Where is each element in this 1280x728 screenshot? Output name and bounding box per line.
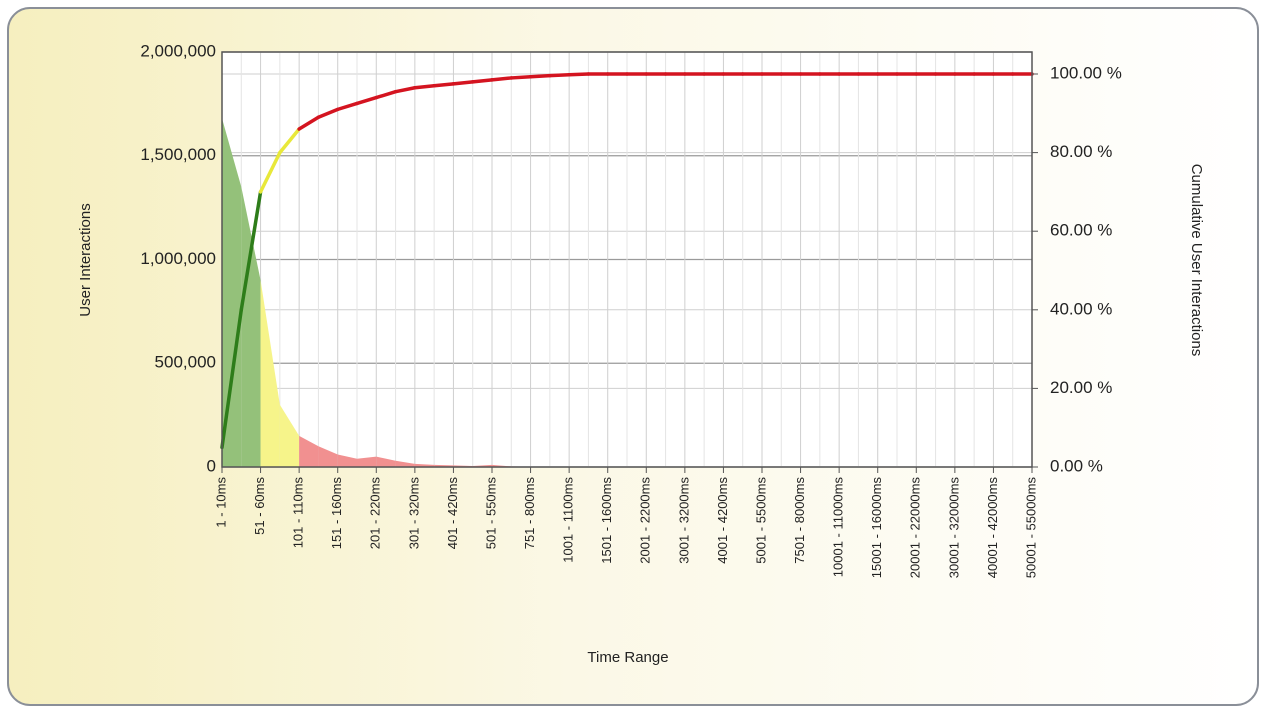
- x-tick-label: 201 - 220ms: [368, 477, 383, 550]
- y2-tick-label: 20.00 %: [1050, 378, 1112, 397]
- x-axis-label: Time Range: [587, 649, 668, 666]
- x-tick-label: 501 - 550ms: [483, 477, 498, 550]
- x-tick-label: 1001 - 1100ms: [561, 477, 576, 563]
- x-tick-label: 1501 - 1600ms: [599, 477, 614, 564]
- x-tick-label: 3001 - 3200ms: [676, 477, 691, 564]
- cumulative-line-segment: [492, 78, 511, 80]
- y-tick-label: 2,000,000: [140, 41, 216, 60]
- y2-tick-label: 80.00 %: [1050, 142, 1112, 161]
- x-tick-label: 1 - 10ms: [213, 477, 228, 528]
- y2-tick-label: 100.00 %: [1050, 63, 1122, 82]
- x-tick-label: 30001 - 32000ms: [946, 477, 961, 579]
- y2-tick-label: 0.00 %: [1050, 456, 1103, 475]
- cumulative-line-segment: [453, 82, 472, 84]
- x-tick-label: 50001 - 55000ms: [1023, 477, 1038, 579]
- x-tick-label: 4001 - 4200ms: [715, 477, 730, 564]
- x-tick-label: 151 - 160ms: [329, 477, 344, 550]
- y-tick-label: 1,500,000: [140, 145, 216, 164]
- y-tick-label: 1,000,000: [140, 249, 216, 268]
- y-tick-label: 0: [207, 456, 216, 475]
- y-axis-label: User Interactions: [77, 203, 94, 316]
- y2-tick-label: 60.00 %: [1050, 221, 1112, 240]
- x-tick-label: 51 - 60ms: [252, 477, 267, 535]
- x-tick-label: 401 - 420ms: [445, 477, 460, 550]
- cumulative-line-segment: [531, 76, 550, 77]
- y2-tick-label: 40.00 %: [1050, 299, 1112, 318]
- cumulative-line-segment: [415, 86, 434, 88]
- cumulative-line-segment: [569, 74, 588, 75]
- x-tick-label: 10001 - 11000ms: [831, 477, 846, 578]
- x-tick-label: 2001 - 2200ms: [638, 477, 653, 564]
- x-tick-label: 15001 - 16000ms: [869, 477, 884, 579]
- x-tick-label: 301 - 320ms: [406, 477, 421, 550]
- x-tick-label: 751 - 800ms: [522, 477, 537, 550]
- y-tick-label: 500,000: [155, 353, 216, 372]
- x-tick-label: 40001 - 42000ms: [985, 477, 1000, 579]
- y2-axis-label: Cumulative User Interactions: [1188, 164, 1205, 357]
- cumulative-line-segment: [511, 77, 530, 78]
- cumulative-line-segment: [550, 75, 569, 76]
- cumulative-line-segment: [473, 80, 492, 82]
- x-tick-label: 7501 - 8000ms: [792, 477, 807, 564]
- x-tick-label: 5001 - 5500ms: [753, 477, 768, 564]
- x-tick-label: 20001 - 22000ms: [908, 477, 923, 579]
- x-tick-label: 101 - 110ms: [291, 477, 306, 549]
- cumulative-line-segment: [434, 84, 453, 86]
